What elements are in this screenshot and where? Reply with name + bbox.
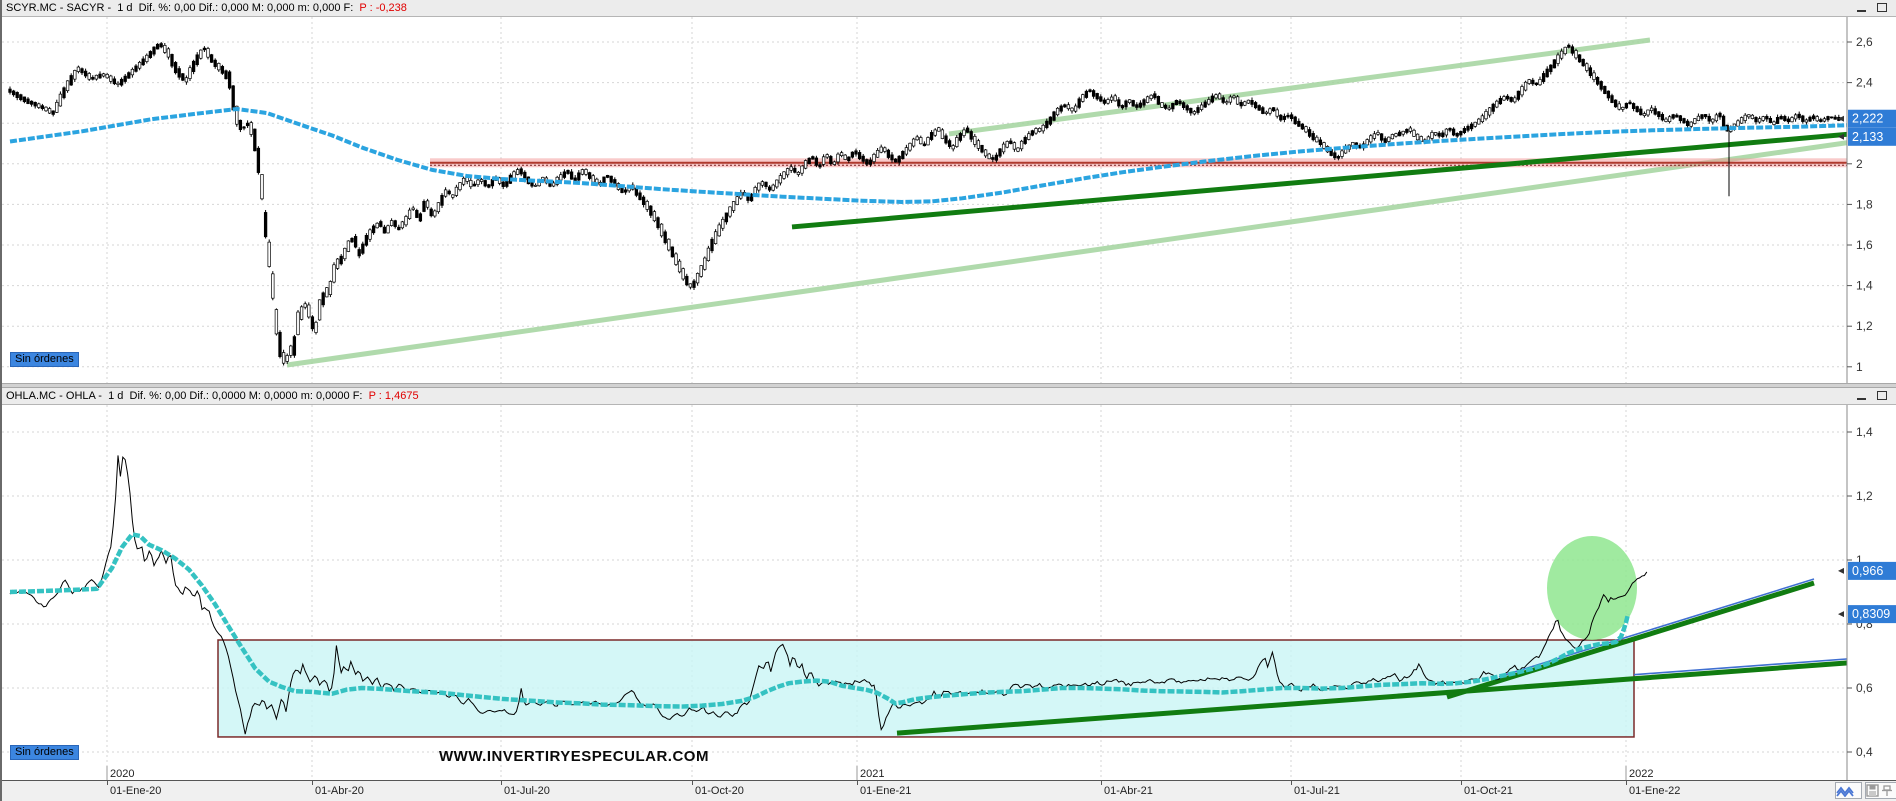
maximize-icon[interactable]	[1876, 390, 1888, 401]
date-tick-mark	[1626, 781, 1627, 785]
last-price-label	[1848, 605, 1896, 624]
save-pin-button-group[interactable]	[1865, 782, 1896, 799]
pin-icon	[1882, 785, 1892, 796]
date-tick-mark	[857, 781, 858, 785]
year-label: 2020	[110, 768, 134, 780]
date-tick-mark	[1291, 781, 1292, 785]
panel-divider[interactable]	[2, 383, 1896, 388]
panel2-no-orders-badge: Sin órdenes	[10, 745, 79, 760]
panel1-stats: Dif. %: 0,00 Dif.: 0,000 M: 0,000 m: 0,0…	[138, 2, 354, 14]
steep-breakout-trend-line	[1446, 580, 1815, 700]
y-axis-tick-label: 1	[1856, 553, 1863, 567]
date-tick-label: 01-Jul-21	[1294, 785, 1340, 797]
candlestick-series	[8, 41, 1841, 366]
zigzag-chart-icon[interactable]	[1835, 782, 1862, 799]
svg-text:2,222: 2,222	[1852, 112, 1883, 126]
panel1-no-orders-badge: Sin órdenes	[10, 352, 79, 367]
y-axis-tick-label: 1,4	[1856, 279, 1873, 293]
date-tick-mark	[501, 781, 502, 785]
last-price-label	[1848, 561, 1896, 580]
date-tick-label: 01-Ene-21	[860, 785, 912, 797]
svg-text:2,133: 2,133	[1852, 130, 1883, 144]
panel2-stats: Dif. %: 0,00 Dif.: 0,0000 M: 0,0000 m: 0…	[129, 390, 363, 402]
panel1-symbol: SCYR.MC - SACYR -	[6, 2, 112, 14]
cyan-moving-average	[9, 532, 1631, 709]
date-tick-mark	[692, 781, 693, 785]
flat-support-trend-line	[896, 657, 1888, 736]
consolidation-range-box	[217, 639, 1635, 738]
pale-trend-line-upper	[948, 37, 1651, 137]
pale-trend-line-lower	[286, 136, 1871, 368]
sacyr-chart-canvas[interactable]: 2,6 2,4 2 1,8 1,6 1,4 1,2 1 2,222 2,133	[2, 17, 1896, 383]
panel1-titlebar: SCYR.MC - SACYR - 1 d Dif. %: 0,00 Dif.:…	[2, 0, 1896, 17]
maximize-icon[interactable]	[1876, 2, 1888, 13]
y-axis-tick-label: 1,2	[1856, 489, 1873, 503]
date-tick-label: 01-Oct-21	[1464, 785, 1513, 797]
y-axis-tick-label: 1,4	[1856, 425, 1873, 439]
minimize-icon[interactable]	[1856, 390, 1868, 401]
date-tick-label: 01-Abr-21	[1104, 785, 1153, 797]
y-axis-tick-label: 2	[1856, 157, 1863, 171]
date-tick-label: 01-Ene-22	[1629, 785, 1681, 797]
save-icon	[1866, 784, 1879, 797]
date-tick-mark	[1461, 781, 1462, 785]
panel2-titlebar: OHLA.MC - OHLA - 1 d Dif. %: 0,00 Dif.: …	[2, 388, 1896, 405]
panel2-price-flag: P : 1,4675	[368, 390, 419, 402]
year-label: 2021	[860, 768, 884, 780]
dark-green-trend-line	[791, 129, 1875, 230]
date-tick-mark	[1101, 781, 1102, 785]
watermark: WWW.INVERTIRYESPECULAR.COM	[439, 748, 709, 765]
date-tick-label: 01-Ene-20	[110, 785, 162, 797]
y-axis-tick-label: 1,6	[1856, 238, 1873, 252]
panel1-price-flag: P : -0,238	[359, 2, 407, 14]
breakout-highlight-circle	[1547, 536, 1637, 640]
y-axis-tick-label: 1,8	[1856, 197, 1873, 211]
svg-text:0,8309: 0,8309	[1852, 607, 1890, 621]
date-tick-mark	[312, 781, 313, 785]
panel2-interval: 1 d	[108, 390, 124, 402]
y-axis-tick-label: 0,4	[1856, 745, 1873, 759]
y-axis-tick-label: 1	[1856, 360, 1863, 374]
date-tick-label: 01-Oct-20	[695, 785, 744, 797]
y-axis-tick-label: 0,6	[1856, 681, 1873, 695]
ohla-price-line	[9, 455, 1648, 735]
last-price-label	[1848, 109, 1896, 128]
panel1-interval: 1 d	[117, 2, 133, 14]
date-tick-label: 01-Abr-20	[315, 785, 364, 797]
date-axis[interactable]: 01-Ene-20 01-Abr-20 01-Jul-20 01-Oct-20 01-E…	[2, 780, 1896, 801]
y-axis-tick-label: 1,2	[1856, 319, 1873, 333]
date-tick-label: 01-Jul-20	[504, 785, 550, 797]
y-axis-tick-label: 2,6	[1856, 35, 1873, 49]
last-price-label	[1848, 127, 1896, 146]
minimize-icon[interactable]	[1856, 2, 1868, 13]
y-axis-tick-label: 2,4	[1856, 76, 1873, 90]
panel2-symbol: OHLA.MC - OHLA -	[6, 390, 102, 402]
blue-moving-average	[9, 106, 1848, 204]
year-label: 2022	[1629, 768, 1653, 780]
svg-text:0,966: 0,966	[1852, 564, 1883, 578]
date-tick-mark	[107, 781, 108, 785]
